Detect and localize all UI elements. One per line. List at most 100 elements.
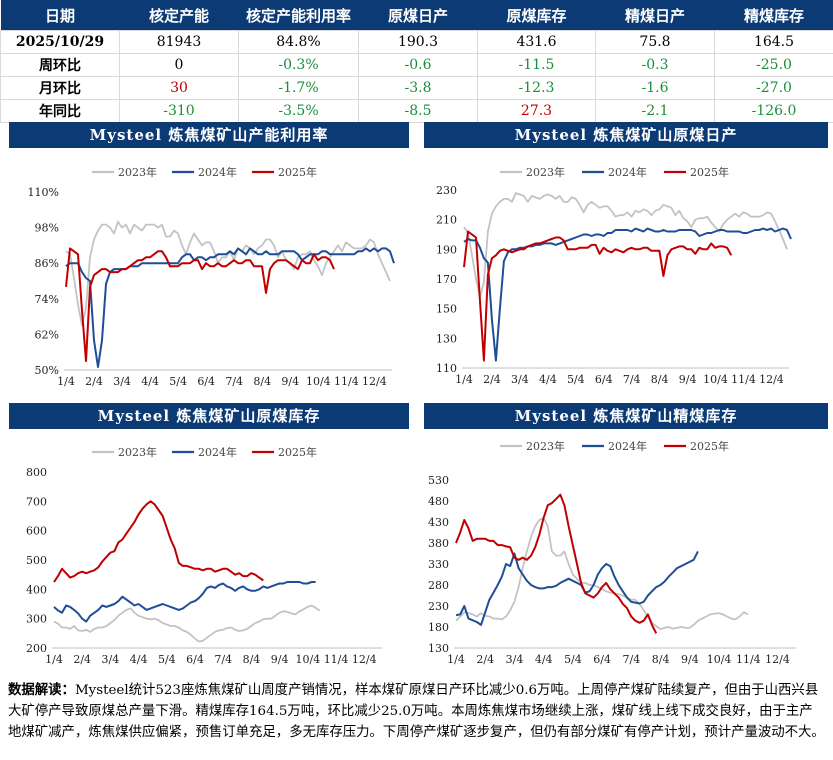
chart-title-capacity-utilization: Mysteel 炼焦煤矿山产能利用率 [9,122,409,148]
chart-clean-coal-inventory: 130 180 230 280 330 380 430 480 530 1/4 2/4 3/4 4/4 5… [428,439,796,666]
column-header: 核定产能利用率 [238,0,359,31]
x-tick-label: 10/4 [707,653,732,666]
table-cell: -3.8 [358,76,478,100]
y-tick-label: 98% [35,222,59,235]
table-cell: -310 [119,99,239,123]
series-line-2024年 [65,247,395,368]
x-tick-label: 6/4 [595,373,613,386]
x-tick-label: 2/4 [483,373,501,386]
chart-capacity-utilization: 50% 62% 74% 86% 98% 110% 1/4 2/4 3/4 4/4 5/4 6/4 7/4… [28,165,395,388]
table-cell: 0 [119,53,239,77]
table-cell: -3.5% [238,99,359,123]
table-cell: -0.6 [358,53,478,77]
x-tick-label: 4/4 [141,375,159,388]
chart-raw-coal-output: 110 130 150 170 190 210 230 1/4 2/4 3/4 4/4 5/4 6/4 7… [436,165,792,386]
x-tick-label: 12/4 [352,653,377,666]
x-tick-label: 5/4 [169,375,187,388]
legend-label: 2024年 [608,165,647,179]
row-label: 年同比 [0,99,120,123]
y-tick-label: 130 [428,642,449,655]
x-tick-label: 12/4 [765,653,790,666]
x-tick-label: 6/4 [593,653,611,666]
x-tick-label: 9/4 [681,653,699,666]
y-tick-label: 380 [428,537,449,550]
column-header: 原煤库存 [477,0,596,31]
series-line-2023年 [455,516,749,631]
y-tick-label: 230 [436,184,457,197]
x-tick-label: 8/4 [651,373,669,386]
y-tick-label: 190 [436,243,457,256]
legend-label: 2023年 [526,165,565,179]
table-row: 2025/10/29 81943 84.8% 190.3 431.6 75.8 164.5 [0,30,833,54]
y-tick-label: 130 [436,332,457,345]
table-cell: -12.3 [477,76,596,100]
row-label: 2025/10/29 [0,30,120,54]
x-tick-label: 1/4 [57,375,75,388]
table-cell: -1.7% [238,76,359,100]
y-tick-label: 230 [428,600,449,613]
table-header-row: 日期 核定产能 核定产能利用率 原煤日产 原煤库存 精煤日产 精煤库存 [0,0,833,31]
chart-title-clean-coal-inventory: Mysteel 炼焦煤矿山精煤库存 [424,403,828,429]
series-line-2024年 [455,550,699,626]
x-tick-label: 3/4 [113,375,131,388]
y-tick-label: 210 [436,214,457,227]
chart-title-raw-coal-output: Mysteel 炼焦煤矿山原煤日产 [424,122,828,148]
chart-raw-coal-inventory: 200 300 400 500 600 700 800 1/4 2/4 3/4 4/4 5/4 6/4 7… [26,445,382,666]
series-line-2023年 [65,220,391,327]
x-tick-label: 4/4 [130,653,148,666]
x-tick-label: 8/4 [243,653,261,666]
y-tick-label: 400 [26,583,47,596]
x-tick-label: 1/4 [455,373,473,386]
y-tick-label: 110 [436,362,457,375]
x-tick-label: 1/4 [45,653,63,666]
y-tick-label: 180 [428,621,449,634]
x-tick-label: 11/4 [334,375,359,388]
x-tick-label: 11/4 [324,653,349,666]
table-cell: 81943 [119,30,239,54]
legend-label: 2024年 [608,439,647,453]
x-tick-label: 10/4 [703,373,728,386]
table-cell: 190.3 [358,30,478,54]
table-cell: -2.1 [595,99,715,123]
table-body: 2025/10/29 81943 84.8% 190.3 431.6 75.8 164.5 周… [0,30,833,123]
y-tick-label: 50% [35,364,59,377]
y-tick-label: 330 [428,558,449,571]
x-tick-label: 7/4 [225,375,243,388]
column-header: 核定产能 [119,0,239,31]
x-tick-label: 1/4 [447,653,465,666]
y-tick-label: 700 [26,495,47,508]
x-tick-label: 5/4 [567,373,585,386]
series-line-2024年 [463,227,792,362]
legend-label: 2023年 [118,445,157,459]
x-tick-label: 9/4 [271,653,289,666]
table-cell: 30 [119,76,239,100]
y-tick-label: 280 [428,579,449,592]
x-tick-label: 4/4 [535,653,553,666]
x-tick-label: 12/4 [759,373,784,386]
x-tick-label: 6/4 [186,653,204,666]
x-tick-label: 10/4 [295,653,320,666]
column-header: 日期 [0,0,120,31]
series-line-2023年 [53,604,321,643]
table-cell: -8.5 [358,99,478,123]
legend-label: 2025年 [690,439,729,453]
x-tick-label: 3/4 [102,653,120,666]
table-row: 年同比 -310 -3.5% -8.5 27.3 -2.1 -126.0 [0,99,833,123]
x-tick-label: 6/4 [197,375,215,388]
y-tick-label: 600 [26,525,47,538]
series-line-2025年 [65,247,335,363]
y-tick-label: 170 [436,273,457,286]
series-line-2023年 [463,192,788,298]
table-cell: -25.0 [714,53,833,77]
x-tick-label: 2/4 [73,653,91,666]
y-tick-label: 62% [35,328,59,341]
y-tick-label: 74% [35,293,59,306]
table-cell: -27.0 [714,76,833,100]
summary-table: 日期 核定产能 核定产能利用率 原煤日产 原煤库存 精煤日产 精煤库存 2025/10/29… [0,0,833,123]
x-tick-label: 11/4 [731,373,756,386]
y-tick-label: 110% [28,186,59,199]
x-tick-label: 9/4 [679,373,697,386]
x-tick-label: 3/4 [511,373,529,386]
legend-label: 2023年 [118,165,157,179]
x-tick-label: 4/4 [539,373,557,386]
